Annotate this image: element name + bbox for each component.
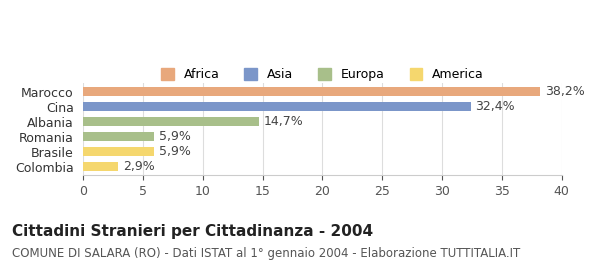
Text: 2,9%: 2,9% [123,160,155,173]
Text: Cittadini Stranieri per Cittadinanza - 2004: Cittadini Stranieri per Cittadinanza - 2… [12,224,373,239]
Text: 5,9%: 5,9% [159,130,191,143]
Text: 5,9%: 5,9% [159,145,191,158]
Bar [83,87,540,96]
Text: 14,7%: 14,7% [264,115,304,128]
Bar [83,162,118,171]
Text: 32,4%: 32,4% [475,100,515,113]
Bar [83,102,470,111]
Bar [83,147,154,156]
Text: COMUNE DI SALARA (RO) - Dati ISTAT al 1° gennaio 2004 - Elaborazione TUTTITALIA.: COMUNE DI SALARA (RO) - Dati ISTAT al 1°… [12,247,520,260]
Legend: Africa, Asia, Europa, America: Africa, Asia, Europa, America [156,63,489,86]
Bar [83,117,259,126]
Bar [83,132,154,141]
Text: 38,2%: 38,2% [545,85,584,98]
